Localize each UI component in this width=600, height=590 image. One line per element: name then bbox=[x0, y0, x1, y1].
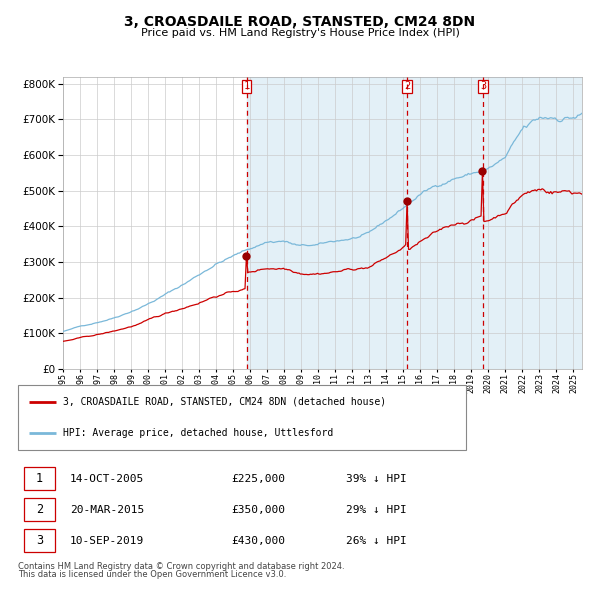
FancyBboxPatch shape bbox=[24, 498, 55, 521]
Text: 20-MAR-2015: 20-MAR-2015 bbox=[70, 504, 144, 514]
Text: 26% ↓ HPI: 26% ↓ HPI bbox=[346, 536, 407, 546]
Text: 14-OCT-2005: 14-OCT-2005 bbox=[70, 474, 144, 484]
Text: HPI: Average price, detached house, Uttlesford: HPI: Average price, detached house, Uttl… bbox=[63, 428, 333, 438]
Text: Contains HM Land Registry data © Crown copyright and database right 2024.: Contains HM Land Registry data © Crown c… bbox=[18, 562, 344, 571]
Text: This data is licensed under the Open Government Licence v3.0.: This data is licensed under the Open Gov… bbox=[18, 569, 286, 579]
Text: £350,000: £350,000 bbox=[231, 504, 285, 514]
Text: 2: 2 bbox=[36, 503, 43, 516]
Text: 3: 3 bbox=[36, 534, 43, 548]
Text: 1: 1 bbox=[36, 472, 43, 485]
Text: 3: 3 bbox=[480, 81, 486, 91]
Text: 2: 2 bbox=[404, 81, 410, 91]
FancyBboxPatch shape bbox=[18, 385, 466, 450]
FancyBboxPatch shape bbox=[24, 529, 55, 552]
Text: 1: 1 bbox=[244, 81, 250, 91]
Text: 3, CROASDAILE ROAD, STANSTED, CM24 8DN: 3, CROASDAILE ROAD, STANSTED, CM24 8DN bbox=[124, 15, 476, 29]
Text: 39% ↓ HPI: 39% ↓ HPI bbox=[346, 474, 407, 484]
Text: 29% ↓ HPI: 29% ↓ HPI bbox=[346, 504, 407, 514]
Bar bbox=[247, 77, 599, 369]
Text: 10-SEP-2019: 10-SEP-2019 bbox=[70, 536, 144, 546]
FancyBboxPatch shape bbox=[24, 467, 55, 490]
Text: Price paid vs. HM Land Registry's House Price Index (HPI): Price paid vs. HM Land Registry's House … bbox=[140, 28, 460, 38]
Text: 3, CROASDAILE ROAD, STANSTED, CM24 8DN (detached house): 3, CROASDAILE ROAD, STANSTED, CM24 8DN (… bbox=[63, 397, 386, 407]
Text: £225,000: £225,000 bbox=[231, 474, 285, 484]
Text: £430,000: £430,000 bbox=[231, 536, 285, 546]
